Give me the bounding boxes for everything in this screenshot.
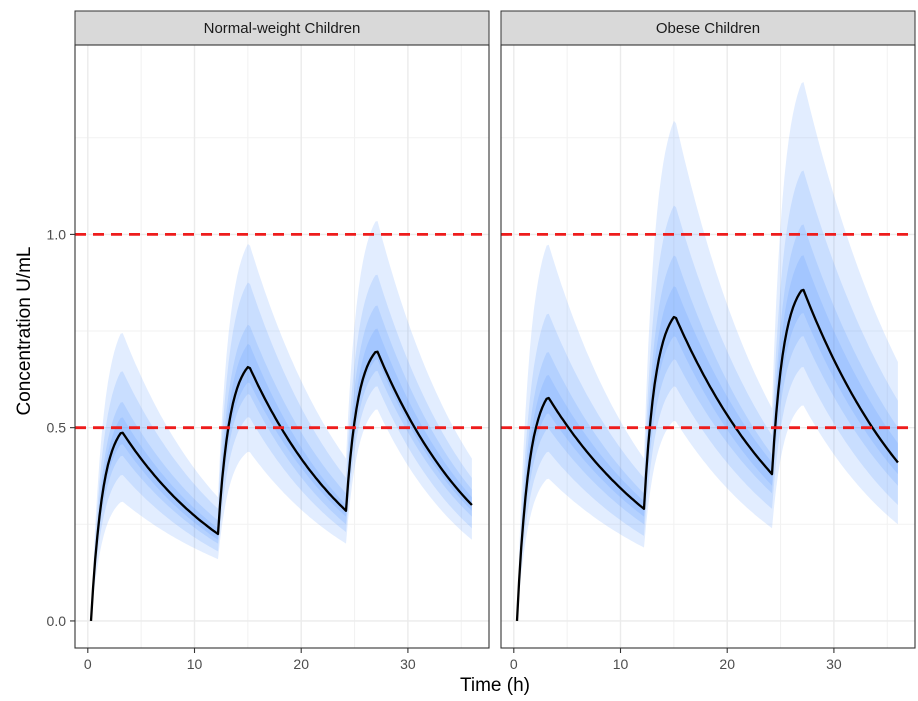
panel-border [74, 44, 490, 649]
x-tick-label: 0 [84, 656, 92, 672]
strip-background [500, 10, 916, 46]
prediction-band [517, 224, 898, 621]
y-axis-title: Concentration U/mL [14, 247, 35, 416]
x-tick-label: 10 [187, 656, 203, 672]
x-axis-title: Time (h) [460, 675, 530, 696]
y-tick-label: 1.0 [47, 226, 67, 242]
strip-label: Normal-weight Children [204, 20, 361, 37]
panel-normal-weight: Normal-weight Children [74, 10, 490, 649]
panel-border [500, 44, 916, 649]
strip-background [74, 10, 490, 46]
y-tick-label: 0.5 [47, 420, 67, 436]
x-tick-label: 20 [293, 656, 309, 672]
x-tick-label: 0 [510, 656, 518, 672]
prediction-band [91, 221, 472, 621]
plot-area [500, 44, 916, 649]
panel-background [501, 45, 915, 648]
median-line [515, 288, 899, 621]
strip-label: Obese Children [656, 20, 760, 37]
plot-area [74, 44, 490, 649]
x-tick-label: 30 [400, 656, 416, 672]
prediction-band [91, 274, 472, 621]
x-tick-label: 20 [719, 656, 735, 672]
y-axis: 0.0 0.5 1.0 [47, 226, 75, 629]
panel-background [75, 45, 489, 648]
prediction-band [517, 170, 898, 621]
x-axis: 0 10 20 30 0 10 20 30 [84, 648, 842, 672]
x-tick-label: 10 [613, 656, 629, 672]
median-line [89, 350, 473, 621]
panel-obese: Obese Children [500, 10, 916, 649]
prediction-band [517, 82, 898, 621]
x-tick-label: 30 [826, 656, 842, 672]
y-tick-label: 0.0 [47, 613, 67, 629]
